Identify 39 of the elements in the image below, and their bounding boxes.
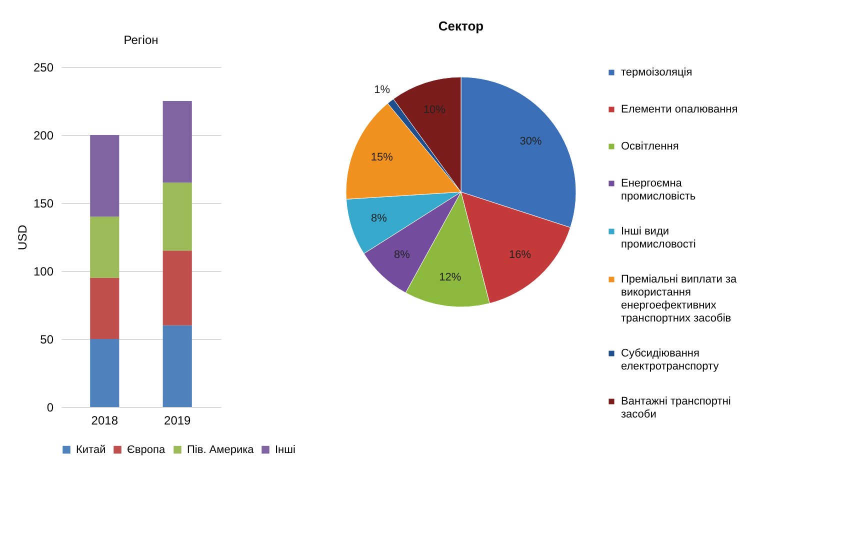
y-tick-label: 0 <box>46 400 54 414</box>
legend-label: Китай <box>76 444 106 456</box>
bar <box>90 339 120 407</box>
data-label: 30% <box>520 135 542 148</box>
legend-label: Інші види промисловості <box>621 226 696 250</box>
legend-label: Пів. Америка <box>187 444 255 456</box>
y-tick-label: 200 <box>33 128 54 142</box>
data-label: 15% <box>370 152 394 164</box>
legend-label: Вантажні транспортні засоби <box>621 396 731 420</box>
legend-label: термоізоляція <box>621 66 692 78</box>
legend-label: Енергоємна промисловість <box>621 178 696 202</box>
y-tick-label: 250 <box>33 60 54 74</box>
legend-label: Інші <box>275 444 296 456</box>
legend-label: Освітлення <box>621 140 679 152</box>
legend-label: Європа <box>127 444 166 456</box>
data-label: 16% <box>509 248 532 261</box>
bar <box>90 216 120 278</box>
bar <box>90 135 120 217</box>
x-tick-label: 2019 <box>164 414 192 428</box>
bar <box>162 182 192 251</box>
bar <box>162 101 192 183</box>
data-label: 12% <box>439 272 462 284</box>
y-tick-label: 100 <box>33 264 54 278</box>
bar <box>162 325 192 407</box>
x-tick-label: 2018 <box>91 414 118 428</box>
y-tick-label: 50 <box>40 332 54 346</box>
data-label: 8% <box>394 248 410 261</box>
y-tick-label: 150 <box>33 196 54 210</box>
legend-label: Преміальні виплати за використання енергоефективних транспортних засобів <box>621 274 738 324</box>
y-axis-title: USD <box>15 224 30 250</box>
legend-label: Субсидіювання електротранспорту <box>621 348 720 372</box>
chart-title: Сектор <box>438 18 484 34</box>
legend-label: Елементи опалювання <box>621 104 738 116</box>
data-label: 10% <box>423 104 446 116</box>
bar <box>90 278 120 339</box>
data-label: 1% <box>374 84 390 96</box>
data-label: 8% <box>371 212 388 225</box>
bar <box>162 250 192 326</box>
chart-title: Регіон <box>124 33 158 47</box>
